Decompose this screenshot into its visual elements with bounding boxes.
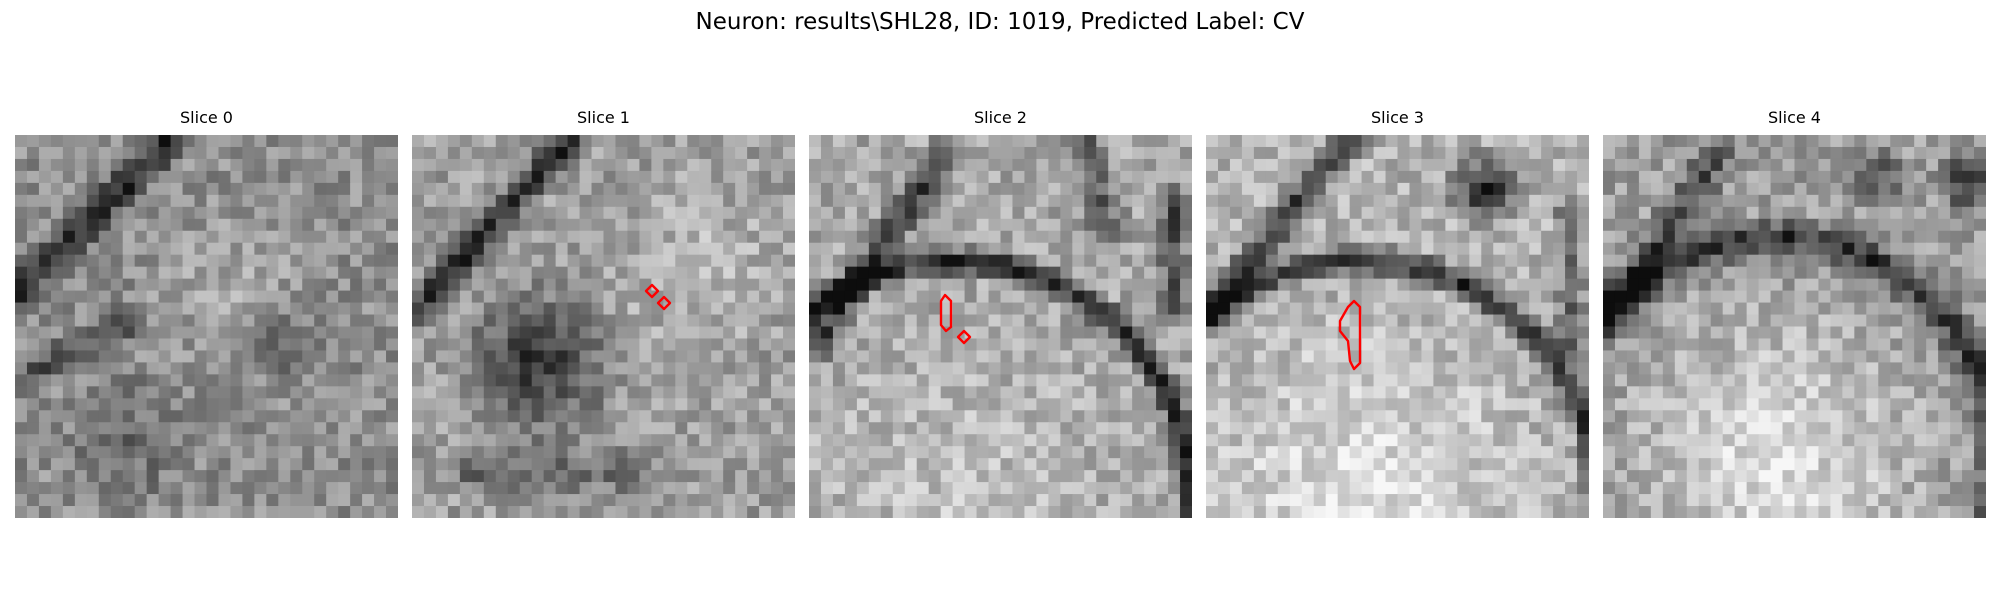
slice-title-3: Slice 3 — [1371, 108, 1424, 127]
slice-image-0 — [15, 135, 398, 518]
slice-title-2: Slice 2 — [974, 108, 1027, 127]
slice-panel-0: Slice 0 — [15, 108, 398, 520]
slice-panel-1: Slice 1 — [412, 108, 795, 520]
annotation-outline-1-1 — [656, 295, 672, 311]
slice-image-2 — [809, 135, 1192, 518]
slice-image-1 — [412, 135, 795, 518]
annotation-outline-3-0 — [1338, 299, 1362, 371]
slice-panel-2: Slice 2 — [809, 108, 1192, 520]
slice-title-1: Slice 1 — [577, 108, 630, 127]
slice-title-4: Slice 4 — [1768, 108, 1821, 127]
slice-image-4 — [1603, 135, 1986, 518]
annotation-outline-2-1 — [956, 329, 972, 345]
figure-title: Neuron: results\SHL28, ID: 1019, Predict… — [695, 9, 1305, 35]
slice-image-3 — [1206, 135, 1589, 518]
slice-panel-3: Slice 3 — [1206, 108, 1589, 520]
annotation-outline-2-0 — [939, 293, 953, 333]
slice-panel-4: Slice 4 — [1603, 108, 1986, 520]
slice-title-0: Slice 0 — [180, 108, 233, 127]
annotation-outline-1-0 — [644, 283, 660, 299]
